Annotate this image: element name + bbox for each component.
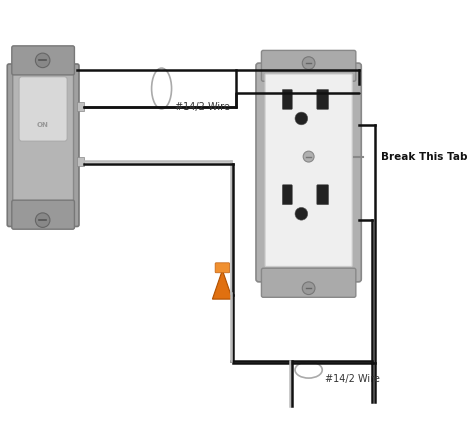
FancyBboxPatch shape	[12, 46, 74, 75]
FancyBboxPatch shape	[317, 185, 328, 205]
Circle shape	[302, 57, 315, 70]
Bar	[77, 102, 84, 111]
Circle shape	[303, 151, 314, 162]
FancyBboxPatch shape	[283, 89, 292, 109]
FancyBboxPatch shape	[283, 185, 292, 205]
Circle shape	[295, 207, 308, 220]
Text: #14/2 Wire: #14/2 Wire	[175, 102, 230, 112]
Text: ON: ON	[36, 122, 49, 128]
FancyBboxPatch shape	[317, 89, 328, 109]
FancyBboxPatch shape	[256, 63, 361, 282]
FancyBboxPatch shape	[215, 263, 230, 273]
FancyBboxPatch shape	[13, 70, 73, 221]
FancyBboxPatch shape	[262, 51, 356, 81]
Circle shape	[295, 112, 308, 125]
FancyBboxPatch shape	[19, 77, 67, 141]
Circle shape	[36, 213, 50, 227]
Text: #14/2 Wire: #14/2 Wire	[325, 374, 380, 385]
Circle shape	[36, 53, 50, 68]
FancyBboxPatch shape	[265, 74, 352, 266]
Polygon shape	[212, 270, 232, 299]
FancyBboxPatch shape	[7, 64, 79, 226]
FancyBboxPatch shape	[12, 200, 74, 229]
Text: Break This Tab: Break This Tab	[381, 152, 468, 162]
FancyBboxPatch shape	[262, 268, 356, 297]
Bar	[77, 156, 84, 166]
Circle shape	[302, 282, 315, 295]
